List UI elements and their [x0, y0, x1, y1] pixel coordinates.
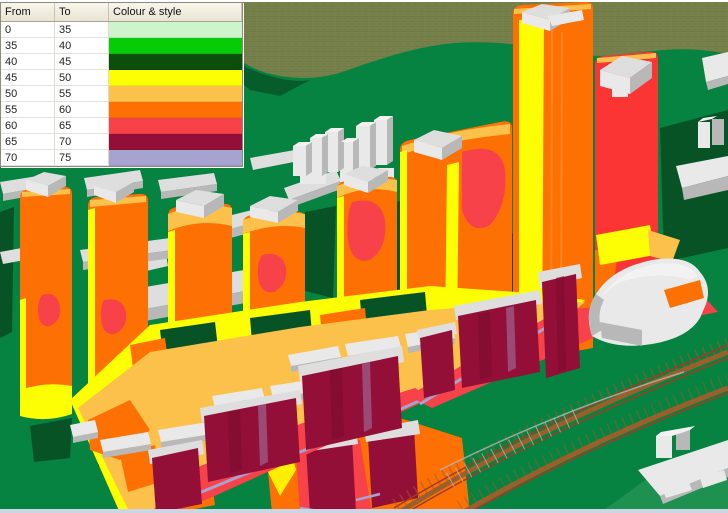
legend-header-row: From To Colour & style: [1, 3, 242, 22]
legend-color-swatch: [108, 85, 242, 102]
legend-from-value: 0: [1, 21, 55, 38]
legend-row[interactable]: 45 50: [1, 69, 242, 86]
legend-from-value: 70: [1, 149, 55, 166]
legend-row[interactable]: 35 40: [1, 37, 242, 54]
legend-from-value: 60: [1, 117, 55, 134]
legend-row[interactable]: 0 35: [1, 21, 242, 38]
bottom-frame-line: [0, 509, 728, 513]
legend-to-value: 65: [54, 117, 109, 134]
legend-to-value: 75: [54, 149, 109, 166]
legend-color-swatch: [108, 69, 242, 86]
legend-to-value: 50: [54, 69, 109, 86]
legend-panel: From To Colour & style 0 35 35 40 40 45: [0, 2, 243, 167]
background-city-blocks: [293, 116, 394, 184]
legend-from-value: 40: [1, 53, 55, 70]
hill-band: [226, 0, 728, 96]
tower-1: [20, 172, 72, 420]
curved-building: [588, 258, 708, 346]
legend-table: From To Colour & style 0 35 35 40 40 45: [1, 3, 242, 166]
legend-row[interactable]: 65 70: [1, 133, 242, 150]
maroon-housing-row-front: [148, 346, 432, 513]
legend-color-swatch: [108, 149, 242, 166]
legend-to-value: 60: [54, 101, 109, 118]
legend-header-from: From: [1, 3, 55, 22]
legend-to-value: 45: [54, 53, 109, 70]
tower-7: [513, 1, 593, 354]
right-side-buildings: [676, 52, 728, 200]
legend-from-value: 45: [1, 69, 55, 86]
legend-from-value: 65: [1, 133, 55, 150]
legend-header-to: To: [54, 3, 109, 22]
legend-color-swatch: [108, 53, 242, 70]
legend-to-value: 55: [54, 85, 109, 102]
legend-to-value: 70: [54, 133, 109, 150]
legend-color-swatch: [108, 117, 242, 134]
legend-from-value: 55: [1, 101, 55, 118]
legend-to-value: 40: [54, 37, 109, 54]
railway: [392, 337, 728, 513]
legend-row[interactable]: 55 60: [1, 101, 242, 118]
legend-row[interactable]: 40 45: [1, 53, 242, 70]
top-frame-line: [0, 0, 728, 2]
legend-row[interactable]: 70 75: [1, 149, 242, 166]
legend-header-colour: Colour & style: [108, 3, 242, 22]
legend-color-swatch: [108, 37, 242, 54]
legend-color-swatch: [108, 101, 242, 118]
legend-row[interactable]: 60 65: [1, 117, 242, 134]
legend-to-value: 35: [54, 21, 109, 38]
legend-color-swatch: [108, 133, 242, 150]
plaza-and-boxes: [600, 426, 728, 513]
legend-from-value: 50: [1, 85, 55, 102]
legend-from-value: 35: [1, 37, 55, 54]
legend-row[interactable]: 50 55: [1, 85, 242, 102]
legend-color-swatch: [108, 21, 242, 38]
